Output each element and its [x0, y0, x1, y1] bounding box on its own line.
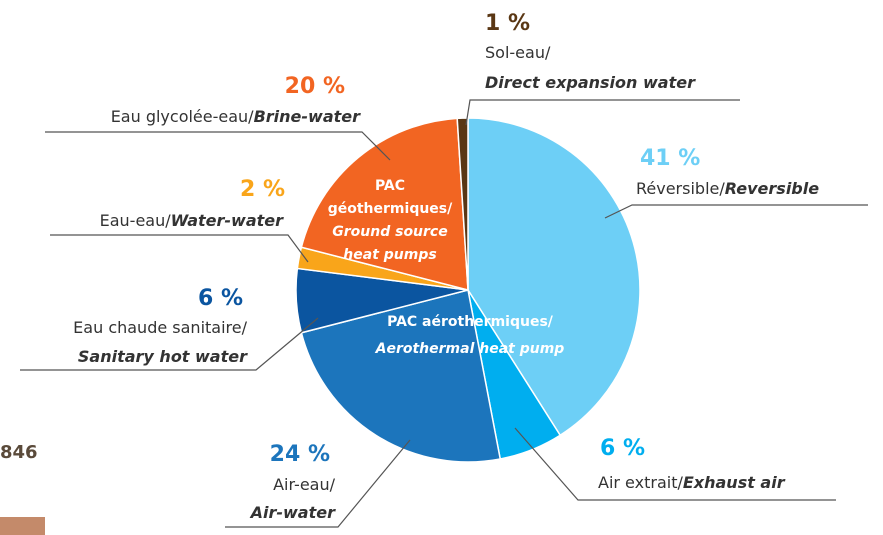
category-en: Brine-water [254, 107, 362, 126]
leader-line [50, 234, 309, 263]
leader-line [20, 317, 319, 371]
category-en: Reversible [725, 179, 819, 198]
category-en: Direct expansion water [485, 73, 696, 92]
category-fr: Air extrait/ [598, 473, 683, 492]
value-label: 6 % [600, 436, 645, 461]
category-fr: Eau-eau/ [100, 211, 172, 230]
category-fr: Eau chaude sanitaire/ [73, 318, 247, 337]
category-fr: Sol-eau/ [485, 43, 551, 62]
pie-slice [456, 117, 469, 291]
category-label: Sanitary hot water [78, 347, 248, 366]
pie-slice [467, 117, 641, 437]
category-en: Air-water [249, 503, 336, 522]
side-bar [0, 517, 45, 535]
group-label: Ground source [332, 224, 447, 240]
leader-line [45, 131, 391, 161]
category-label: Eau chaude sanitaire/ [73, 318, 247, 337]
category-fr: Réversible/ [636, 179, 725, 198]
category-label: Eau glycolée-eau/Brine-water [111, 107, 361, 126]
pie-slice [300, 289, 502, 463]
value-label: 1 % [485, 11, 530, 36]
group-label: géothermiques/ [328, 201, 453, 217]
leader-line [225, 439, 411, 528]
category-en: Sanitary hot water [78, 347, 248, 366]
category-label: Réversible/Reversible [636, 179, 819, 198]
value-label: 20 % [285, 74, 345, 99]
group-label: PAC [375, 178, 405, 194]
value-label: 6 % [198, 286, 243, 311]
group-label: heat pumps [343, 247, 436, 263]
leader-line [465, 99, 740, 126]
category-en: Exhaust air [683, 473, 786, 492]
category-fr: Air-eau/ [273, 475, 336, 494]
pie-slice [300, 117, 469, 291]
category-label: Eau-eau/Water-water [100, 211, 284, 230]
category-label: Sol-eau/ [485, 43, 551, 62]
category-en: Water-water [171, 211, 284, 230]
category-fr: Eau glycolée-eau/ [111, 107, 254, 126]
side-text: 846 [0, 442, 38, 463]
value-label: 41 % [640, 146, 700, 171]
category-label: Direct expansion water [485, 73, 696, 92]
category-label: Air-water [249, 503, 336, 522]
leader-line [604, 204, 868, 219]
value-label: 2 % [240, 177, 285, 202]
category-label: Air extrait/Exhaust air [598, 473, 786, 492]
category-label: Air-eau/ [273, 475, 336, 494]
value-label: 24 % [270, 442, 330, 467]
group-label: PAC aérothermiques/ [387, 314, 554, 330]
group-label: Aerothermal heat pump [375, 341, 565, 357]
leader-line [514, 427, 836, 501]
